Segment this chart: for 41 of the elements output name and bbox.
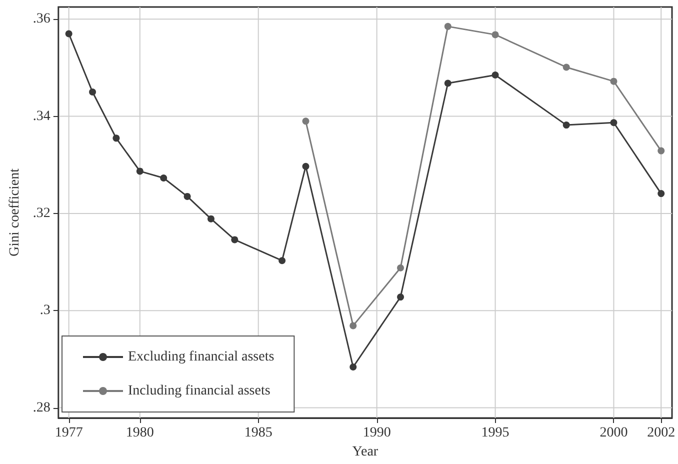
point — [302, 118, 310, 125]
point — [350, 322, 357, 330]
point — [492, 72, 499, 79]
point — [562, 64, 570, 71]
point — [658, 147, 665, 154]
y-tick-label: .28 — [32, 400, 50, 416]
x-tick-label: 1990 — [362, 426, 391, 440]
point — [160, 174, 168, 182]
point — [397, 264, 404, 272]
point — [610, 119, 618, 126]
y-tick-label: .32 — [32, 206, 50, 221]
x-tick-label: 2002 — [647, 426, 676, 440]
legend-label: Including financial assets — [128, 384, 270, 398]
x-axis-title: Year — [352, 444, 378, 460]
point — [444, 80, 452, 87]
x-tick-label: 1977 — [54, 426, 83, 440]
point — [184, 192, 191, 200]
point — [610, 78, 618, 85]
point — [302, 162, 310, 170]
x-tick-label: 1985 — [244, 426, 272, 440]
point — [207, 215, 214, 222]
point — [350, 363, 357, 370]
point — [112, 134, 120, 142]
legend-label: Excluding financial assets — [128, 350, 274, 364]
point — [444, 22, 452, 30]
point — [278, 257, 286, 264]
point — [658, 190, 665, 198]
point — [136, 168, 144, 175]
y-tick-label: .3 — [40, 303, 50, 318]
x-tick-label: 2000 — [600, 426, 628, 440]
y-axis-title: Gini coefficient — [8, 168, 22, 256]
y-tick-label: .36 — [32, 12, 50, 27]
point — [492, 31, 499, 38]
point — [562, 122, 570, 129]
point — [89, 88, 96, 96]
x-tick-label: 1995 — [481, 426, 510, 440]
x-tick-label: 1980 — [126, 426, 154, 440]
point — [65, 30, 72, 38]
point — [231, 236, 238, 244]
y-tick-label: .34 — [32, 108, 50, 124]
point — [397, 294, 404, 301]
